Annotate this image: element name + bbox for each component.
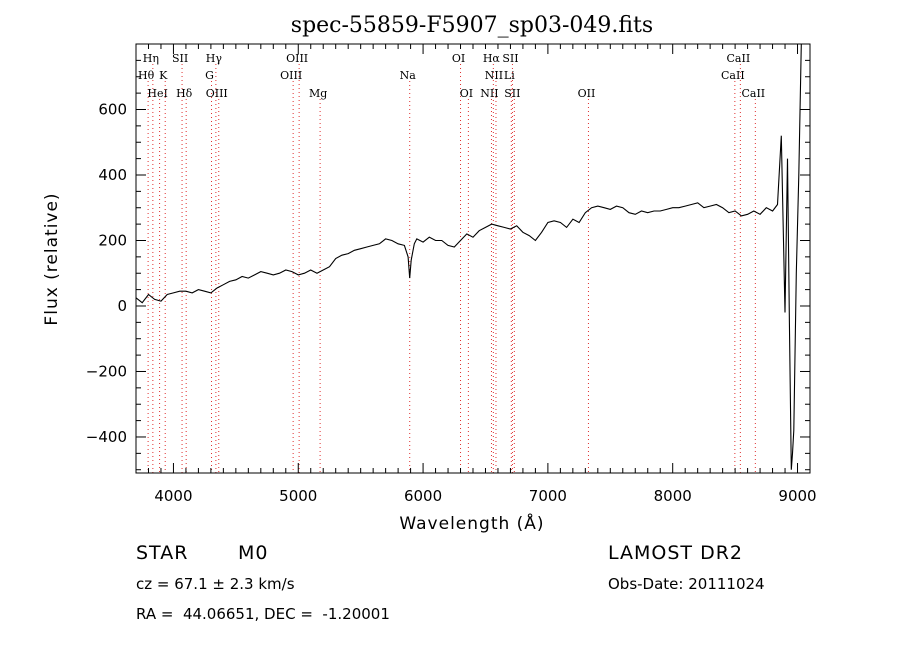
x-tick-label: 5000 [279, 487, 317, 505]
y-axis-label: Flux (relative) [42, 192, 62, 325]
x-tick-label: 6000 [404, 487, 442, 505]
y-tick-label: 0 [117, 297, 127, 315]
x-tick-label: 7000 [529, 487, 567, 505]
spectral-line-label: K [159, 69, 168, 82]
x-axis-label: Wavelength (Å) [399, 512, 544, 534]
spectral-line-label: Hη [143, 52, 159, 65]
spectral-line-label: SII [172, 52, 188, 65]
spectral-line-label: OIII [206, 87, 228, 100]
y-tick-label: −400 [86, 428, 127, 446]
x-tick-label: 9000 [778, 487, 816, 505]
object-class: STAR [136, 542, 189, 564]
spectral-line-label: NII [480, 87, 498, 100]
y-tick-label: 200 [98, 231, 127, 249]
spectral-line-label: OIII [286, 52, 308, 65]
spectral-line-label: Mg [309, 87, 327, 100]
y-tick-label: 600 [98, 100, 127, 118]
spectral-line-label: NII [485, 69, 503, 82]
x-tick-label: 4000 [154, 487, 192, 505]
spectral-line-label: Li [504, 69, 515, 82]
object-subclass: M0 [238, 542, 269, 564]
y-tick-label: −200 [86, 362, 127, 380]
plot-frame [135, 43, 811, 474]
spectral-line-label: OI [452, 52, 465, 65]
survey-name: LAMOST DR2 [608, 542, 743, 564]
spectral-line-label: Hα [483, 52, 501, 65]
observation-date: Obs-Date: 20111024 [608, 575, 765, 593]
spectral-line-label: Hδ [176, 87, 193, 100]
spectrum-series [136, 44, 804, 470]
spectral-line-label: OIII [280, 69, 302, 82]
spectral-line-label: G [205, 69, 214, 82]
spectral-line-label: CaII [721, 69, 745, 82]
ra-dec-coordinates: RA = 44.06651, DEC = -1.20001 [136, 605, 390, 623]
spectral-line-label: Na [400, 69, 417, 82]
spectral-line-label: CaII [741, 87, 765, 100]
spectral-line-label: OII [578, 87, 596, 100]
spectral-line-label: SII [502, 52, 518, 65]
spectral-line-label: HeI [147, 87, 167, 100]
spectral-line-label: SII [504, 87, 520, 100]
spectral-line-label: Hγ [206, 52, 223, 65]
spectral-line-label: CaII [727, 52, 751, 65]
chart-title: spec-55859-F5907_sp03-049.fits [291, 13, 653, 38]
y-tick-label: 400 [98, 166, 127, 184]
spectrum-line [136, 44, 804, 470]
spectral-line-label: Hθ [138, 69, 155, 82]
x-tick-label: 8000 [654, 487, 692, 505]
spectral-line-label: OI [460, 87, 473, 100]
axes: 4000 5000 6000 7000 8000 9000 −400 −200 0 200 400 6… [86, 43, 817, 505]
redshift-velocity: cz = 67.1 ± 2.3 km/s [136, 575, 295, 593]
